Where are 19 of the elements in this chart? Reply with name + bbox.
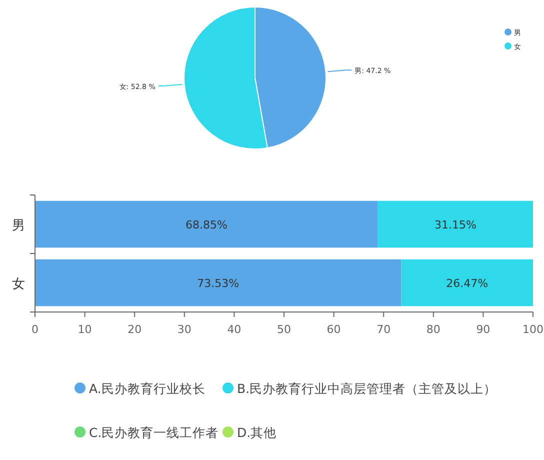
legend-label: D.其他: [237, 425, 277, 440]
x-tick-label: 60: [326, 323, 341, 336]
legend-label: A.民办教育行业校长: [89, 381, 206, 396]
data-label: 73.53%: [197, 276, 240, 290]
x-tick-label: 50: [277, 323, 291, 336]
legend-label: B.民办教育行业中高层管理者（主管及以上）: [237, 381, 497, 396]
x-tick-label: 0: [32, 323, 38, 336]
data-label: 26.47%: [446, 276, 488, 290]
x-tick-label: 20: [128, 323, 142, 336]
x-tick-label: 70: [376, 323, 391, 336]
data-label: 68.85%: [185, 218, 228, 232]
data-label: 31.15%: [434, 218, 476, 232]
x-tick-label: 100: [522, 323, 544, 336]
x-tick-label: 10: [78, 323, 92, 336]
x-tick-label: 30: [177, 323, 192, 336]
legend-label: C.民办教育一线工作者: [89, 425, 219, 440]
x-tick-label: 40: [227, 323, 242, 336]
x-tick-label: 80: [426, 323, 440, 336]
x-tick-label: 90: [476, 323, 490, 336]
